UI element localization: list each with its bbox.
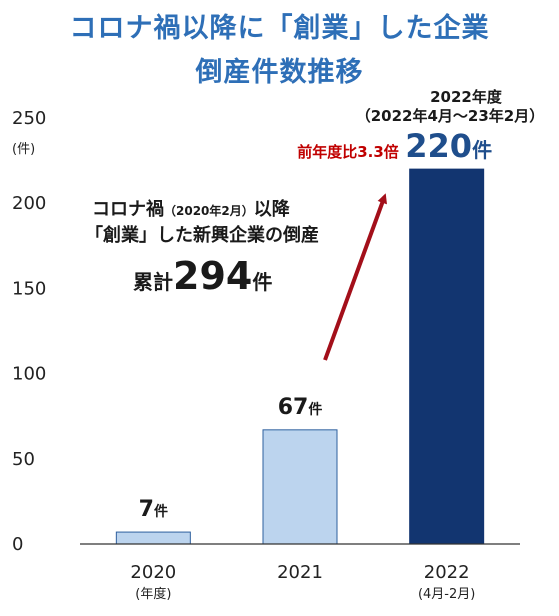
chart-title-line2: 倒産件数推移 xyxy=(195,57,364,88)
y-tick-label: 200 xyxy=(12,193,46,214)
y-tick-label: 0 xyxy=(12,534,23,555)
chart-title-line1: コロナ禍以降に「創業」した企業 xyxy=(69,13,490,44)
bar-2022 xyxy=(409,168,485,545)
y-axis: 0 50 100 150 200 250 xyxy=(12,108,46,555)
bar-value-label: 220件 xyxy=(405,127,492,165)
y-tick-label: 50 xyxy=(12,449,35,470)
highlight-period-line2: （2022年4月～23年2月） xyxy=(356,107,545,125)
x-tick-label: 2022 xyxy=(424,562,470,583)
note-line2: 「創業」した新興企業の倒産 xyxy=(85,224,319,246)
note-line1: コロナ禍（2020年2月）以降 xyxy=(92,198,291,220)
x-axis-labels: 2020 (年度) 2021 2022 (4月-2月) xyxy=(130,562,475,602)
bar-2021 xyxy=(262,429,338,545)
bars xyxy=(115,168,485,545)
y-tick-label: 150 xyxy=(12,278,46,299)
bar-value-label: 7件 xyxy=(139,497,168,522)
y-unit-label: (件) xyxy=(12,142,35,157)
x-tick-sublabel: (年度) xyxy=(135,586,171,602)
bar-value-labels: 7件 67件 220件 xyxy=(139,127,492,522)
y-tick-label: 100 xyxy=(12,364,46,385)
bar-value-label: 67件 xyxy=(278,395,323,420)
cumulative-total: 累計294件 xyxy=(133,254,272,298)
ratio-label: 前年度比3.3倍 xyxy=(297,143,399,161)
x-tick-label: 2020 xyxy=(130,562,176,583)
highlight-period-line1: 2022年度 xyxy=(430,88,503,106)
x-tick-label: 2021 xyxy=(277,562,323,583)
y-tick-label: 250 xyxy=(12,108,46,129)
bar-2020 xyxy=(115,531,191,545)
x-tick-sublabel: (4月-2月) xyxy=(418,587,475,602)
growth-arrow xyxy=(323,193,387,361)
